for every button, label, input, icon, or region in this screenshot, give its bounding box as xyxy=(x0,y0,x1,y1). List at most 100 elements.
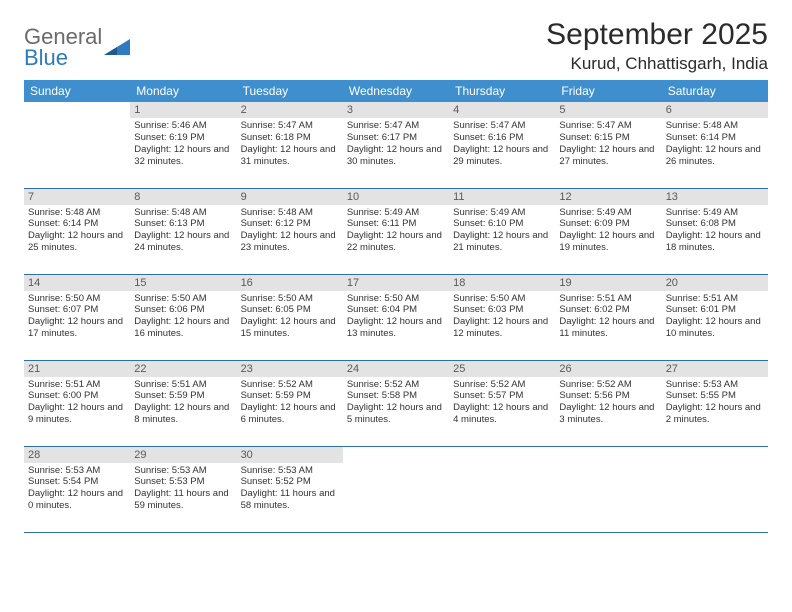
sunrise-line: Sunrise: 5:48 AM xyxy=(241,207,339,219)
sunrise-line: Sunrise: 5:52 AM xyxy=(453,379,551,391)
sunset-line: Sunset: 6:12 PM xyxy=(241,218,339,230)
month-title: September 2025 xyxy=(546,18,768,52)
daylight-line: Daylight: 12 hours and 18 minutes. xyxy=(666,230,764,254)
day-details: Sunrise: 5:51 AMSunset: 6:01 PMDaylight:… xyxy=(662,291,768,345)
day-details: Sunrise: 5:51 AMSunset: 5:59 PMDaylight:… xyxy=(130,377,236,431)
sunset-line: Sunset: 5:53 PM xyxy=(134,476,232,488)
day-number: 25 xyxy=(449,361,555,377)
daylight-line: Daylight: 12 hours and 0 minutes. xyxy=(28,488,126,512)
calendar-day-cell: 10Sunrise: 5:49 AMSunset: 6:11 PMDayligh… xyxy=(343,188,449,274)
day-number: 29 xyxy=(130,447,236,463)
calendar-day-cell: 1Sunrise: 5:46 AMSunset: 6:19 PMDaylight… xyxy=(130,102,236,188)
day-details: Sunrise: 5:49 AMSunset: 6:10 PMDaylight:… xyxy=(449,205,555,259)
daylight-line: Daylight: 12 hours and 31 minutes. xyxy=(241,144,339,168)
calendar-day-cell: 26Sunrise: 5:52 AMSunset: 5:56 PMDayligh… xyxy=(555,360,661,446)
day-number: 23 xyxy=(237,361,343,377)
sunset-line: Sunset: 5:59 PM xyxy=(134,390,232,402)
sunrise-line: Sunrise: 5:50 AM xyxy=(347,293,445,305)
day-number: 3 xyxy=(343,102,449,118)
day-number: 30 xyxy=(237,447,343,463)
sunrise-line: Sunrise: 5:49 AM xyxy=(666,207,764,219)
sunrise-line: Sunrise: 5:50 AM xyxy=(28,293,126,305)
day-number: 6 xyxy=(662,102,768,118)
calendar-day-cell: 5Sunrise: 5:47 AMSunset: 6:15 PMDaylight… xyxy=(555,102,661,188)
sunset-line: Sunset: 6:19 PM xyxy=(134,132,232,144)
logo-triangle-icon xyxy=(104,37,130,59)
sunrise-line: Sunrise: 5:51 AM xyxy=(28,379,126,391)
sunrise-line: Sunrise: 5:48 AM xyxy=(28,207,126,219)
calendar-day-cell: 24Sunrise: 5:52 AMSunset: 5:58 PMDayligh… xyxy=(343,360,449,446)
day-details: Sunrise: 5:52 AMSunset: 5:56 PMDaylight:… xyxy=(555,377,661,431)
day-number: 19 xyxy=(555,275,661,291)
sunset-line: Sunset: 6:14 PM xyxy=(28,218,126,230)
daylight-line: Daylight: 12 hours and 16 minutes. xyxy=(134,316,232,340)
calendar-day-cell: 3Sunrise: 5:47 AMSunset: 6:17 PMDaylight… xyxy=(343,102,449,188)
calendar-day-cell xyxy=(449,446,555,532)
sunset-line: Sunset: 5:58 PM xyxy=(347,390,445,402)
day-details: Sunrise: 5:49 AMSunset: 6:09 PMDaylight:… xyxy=(555,205,661,259)
day-details: Sunrise: 5:50 AMSunset: 6:07 PMDaylight:… xyxy=(24,291,130,345)
calendar-day-cell: 18Sunrise: 5:50 AMSunset: 6:03 PMDayligh… xyxy=(449,274,555,360)
day-number: 10 xyxy=(343,189,449,205)
day-details: Sunrise: 5:53 AMSunset: 5:55 PMDaylight:… xyxy=(662,377,768,431)
sunset-line: Sunset: 6:03 PM xyxy=(453,304,551,316)
day-number: 21 xyxy=(24,361,130,377)
daylight-line: Daylight: 12 hours and 10 minutes. xyxy=(666,316,764,340)
sunrise-line: Sunrise: 5:49 AM xyxy=(347,207,445,219)
daylight-line: Daylight: 12 hours and 30 minutes. xyxy=(347,144,445,168)
daylight-line: Daylight: 12 hours and 11 minutes. xyxy=(559,316,657,340)
daylight-line: Daylight: 12 hours and 24 minutes. xyxy=(134,230,232,254)
weekday-header: Wednesday xyxy=(343,80,449,102)
sunset-line: Sunset: 5:54 PM xyxy=(28,476,126,488)
daylight-line: Daylight: 12 hours and 27 minutes. xyxy=(559,144,657,168)
sunset-line: Sunset: 6:01 PM xyxy=(666,304,764,316)
day-details: Sunrise: 5:46 AMSunset: 6:19 PMDaylight:… xyxy=(130,118,236,172)
sunrise-line: Sunrise: 5:50 AM xyxy=(134,293,232,305)
sunrise-line: Sunrise: 5:47 AM xyxy=(241,120,339,132)
calendar-day-cell: 30Sunrise: 5:53 AMSunset: 5:52 PMDayligh… xyxy=(237,446,343,532)
day-details: Sunrise: 5:50 AMSunset: 6:06 PMDaylight:… xyxy=(130,291,236,345)
sunrise-line: Sunrise: 5:52 AM xyxy=(559,379,657,391)
sunrise-line: Sunrise: 5:51 AM xyxy=(134,379,232,391)
calendar-week-row: 21Sunrise: 5:51 AMSunset: 6:00 PMDayligh… xyxy=(24,360,768,446)
calendar-day-cell xyxy=(555,446,661,532)
day-number: 27 xyxy=(662,361,768,377)
sunrise-line: Sunrise: 5:50 AM xyxy=(241,293,339,305)
daylight-line: Daylight: 12 hours and 2 minutes. xyxy=(666,402,764,426)
sunrise-line: Sunrise: 5:52 AM xyxy=(241,379,339,391)
day-number: 11 xyxy=(449,189,555,205)
daylight-line: Daylight: 12 hours and 19 minutes. xyxy=(559,230,657,254)
logo-blue: Blue xyxy=(24,47,102,69)
sunrise-line: Sunrise: 5:51 AM xyxy=(666,293,764,305)
day-number: 5 xyxy=(555,102,661,118)
day-number: 15 xyxy=(130,275,236,291)
sunset-line: Sunset: 5:52 PM xyxy=(241,476,339,488)
calendar-day-cell: 12Sunrise: 5:49 AMSunset: 6:09 PMDayligh… xyxy=(555,188,661,274)
title-block: September 2025 Kurud, Chhattisgarh, Indi… xyxy=(546,18,768,74)
daylight-line: Daylight: 12 hours and 3 minutes. xyxy=(559,402,657,426)
calendar-day-cell: 29Sunrise: 5:53 AMSunset: 5:53 PMDayligh… xyxy=(130,446,236,532)
daylight-line: Daylight: 12 hours and 12 minutes. xyxy=(453,316,551,340)
day-details: Sunrise: 5:53 AMSunset: 5:54 PMDaylight:… xyxy=(24,463,130,517)
calendar-day-cell: 27Sunrise: 5:53 AMSunset: 5:55 PMDayligh… xyxy=(662,360,768,446)
calendar-day-cell: 14Sunrise: 5:50 AMSunset: 6:07 PMDayligh… xyxy=(24,274,130,360)
calendar-day-cell: 25Sunrise: 5:52 AMSunset: 5:57 PMDayligh… xyxy=(449,360,555,446)
sunset-line: Sunset: 6:17 PM xyxy=(347,132,445,144)
calendar-day-cell: 28Sunrise: 5:53 AMSunset: 5:54 PMDayligh… xyxy=(24,446,130,532)
day-number: 26 xyxy=(555,361,661,377)
calendar-week-row: 28Sunrise: 5:53 AMSunset: 5:54 PMDayligh… xyxy=(24,446,768,532)
sunset-line: Sunset: 6:07 PM xyxy=(28,304,126,316)
day-number: 20 xyxy=(662,275,768,291)
sunrise-line: Sunrise: 5:52 AM xyxy=(347,379,445,391)
sunrise-line: Sunrise: 5:53 AM xyxy=(241,465,339,477)
calendar-body: 1Sunrise: 5:46 AMSunset: 6:19 PMDaylight… xyxy=(24,102,768,532)
weekday-header-row: Sunday Monday Tuesday Wednesday Thursday… xyxy=(24,80,768,102)
daylight-line: Daylight: 12 hours and 8 minutes. xyxy=(134,402,232,426)
day-number: 9 xyxy=(237,189,343,205)
calendar-day-cell: 6Sunrise: 5:48 AMSunset: 6:14 PMDaylight… xyxy=(662,102,768,188)
calendar-week-row: 7Sunrise: 5:48 AMSunset: 6:14 PMDaylight… xyxy=(24,188,768,274)
sunset-line: Sunset: 6:10 PM xyxy=(453,218,551,230)
sunset-line: Sunset: 6:13 PM xyxy=(134,218,232,230)
day-number: 28 xyxy=(24,447,130,463)
daylight-line: Daylight: 12 hours and 17 minutes. xyxy=(28,316,126,340)
